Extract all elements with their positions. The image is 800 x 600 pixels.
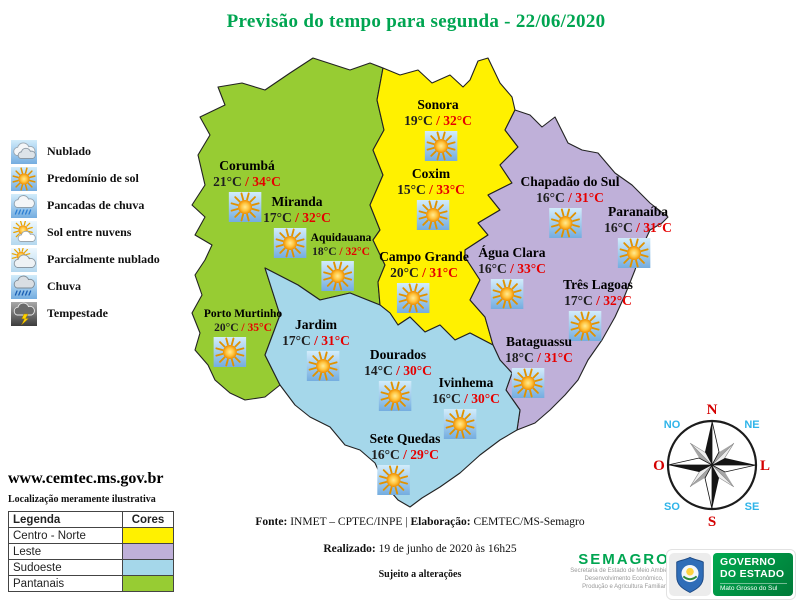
fonte-value: INMET – CPTEC/INPE | xyxy=(287,516,411,528)
weather-legend-label: Sol entre nuvens xyxy=(47,225,132,239)
weather-legend-label: Tempestade xyxy=(47,306,108,320)
legend-region-swatch xyxy=(122,543,174,560)
elaboracao-label: Elaboração: xyxy=(410,516,471,528)
source-line: Fonte: INMET – CPTEC/INPE | Elaboração: … xyxy=(160,516,680,528)
legend-row-centro-norte: Centro - Norte xyxy=(8,527,174,544)
weather-legend-label: Predomínio de sol xyxy=(47,171,139,185)
page-title: Previsão do tempo para segunda - 22/06/2… xyxy=(226,11,606,32)
semagro-subtitle-2: Desenvolvimento Econômico, xyxy=(584,575,664,582)
region-leste xyxy=(464,109,669,431)
compass-label-no: NO xyxy=(664,419,681,431)
legend-region-name: Leste xyxy=(8,543,123,560)
legend-region-name: Pantanais xyxy=(8,575,123,592)
legend-region-name: Sudoeste xyxy=(8,559,123,576)
governo-line1: GOVERNO xyxy=(720,556,776,568)
shield-icon xyxy=(676,556,704,594)
governo-line3: Mato Grosso do Sul xyxy=(720,582,787,592)
compass-label-ne: NE xyxy=(744,419,759,431)
realizado-value: 19 de junho de 2020 às 16h25 xyxy=(375,543,517,555)
location-disclaimer: Localização meramente ilustrativa xyxy=(8,494,156,505)
coat-of-arms xyxy=(669,553,711,596)
legend-row-leste: Leste xyxy=(8,543,174,560)
weather-legend-label: Chuva xyxy=(47,279,82,293)
semagro-wordmark: SEMAGRO xyxy=(578,551,670,568)
legend-header-legenda: Legenda xyxy=(8,511,123,528)
governo-text-box: GOVERNO DO ESTADO Mato Grosso do Sul xyxy=(713,553,793,596)
semagro-logo: SEMAGRO Secretaria de Estado de Meio Amb… xyxy=(552,551,696,591)
compass-label-n: N xyxy=(707,402,718,418)
sujeito-line: Sujeito a alterações xyxy=(378,569,462,580)
sunny-icon xyxy=(11,166,37,191)
weather-legend-item-cloudy: Nublado xyxy=(10,138,190,165)
legend-region-swatch xyxy=(122,575,174,592)
compass-label-o: O xyxy=(653,458,665,474)
legend-region-name: Centro - Norte xyxy=(8,527,123,544)
legend-region-swatch xyxy=(122,527,174,544)
weather-legend-label: Pancadas de chuva xyxy=(47,198,145,212)
weather-legend-item-storm: Tempestade xyxy=(10,300,190,327)
state-map xyxy=(191,57,669,508)
weather-legend-label: Nublado xyxy=(47,144,92,158)
semagro-subtitle-3: Produção e Agricultura Familiar xyxy=(582,583,666,590)
sun-clouds-icon xyxy=(11,220,37,245)
realizado-line: Realizado: 19 de junho de 2020 às 16h25 xyxy=(160,543,680,555)
fonte-label: Fonte: xyxy=(255,516,288,528)
compass-label-so: SO xyxy=(664,501,680,513)
rain-icon xyxy=(11,274,37,299)
semagro-subtitle-1: Secretaria de Estado de Meio Ambiente, xyxy=(570,568,678,574)
governo-logo: GOVERNO DO ESTADO Mato Grosso do Sul xyxy=(666,549,796,600)
legend-header-cores: Cores xyxy=(122,511,174,528)
weather-legend: Nublado Predomínio de sol Pancadas de chuv… xyxy=(10,138,190,327)
compass-label-se: SE xyxy=(745,501,760,513)
weather-legend-item-sun-clouds: Sol entre nuvens xyxy=(10,219,190,246)
weather-legend-item-sunny: Predomínio de sol xyxy=(10,165,190,192)
showers-icon xyxy=(11,193,37,218)
elaboracao-value: CEMTEC/MS-Semagro xyxy=(470,516,585,528)
weather-legend-item-showers: Pancadas de chuva xyxy=(10,192,190,219)
legend-row-pantanais: Pantanais xyxy=(8,575,174,592)
website-link[interactable]: www.cemtec.ms.gov.br xyxy=(8,470,164,487)
cloudy-icon xyxy=(11,139,37,164)
storm-icon xyxy=(11,301,37,326)
weather-legend-label: Parcialmente nublado xyxy=(47,252,160,266)
weather-legend-item-rain: Chuva xyxy=(10,273,190,300)
region-color-legend: Legenda Cores Centro - Norte Leste Sudoest… xyxy=(8,511,174,592)
compass-label-s: S xyxy=(708,514,716,530)
legend-row-sudoeste: Sudoeste xyxy=(8,559,174,576)
compass-label-l: L xyxy=(760,458,770,474)
realizado-label: Realizado: xyxy=(323,543,376,555)
governo-line2: DO ESTADO xyxy=(720,567,785,580)
compass-star-cardinal xyxy=(667,420,757,510)
compass-rose: N S O L NO NE SO SE xyxy=(653,402,770,530)
partly-cloudy-icon xyxy=(11,247,37,272)
weather-legend-item-partly-cloudy: Parcialmente nublado xyxy=(10,246,190,273)
